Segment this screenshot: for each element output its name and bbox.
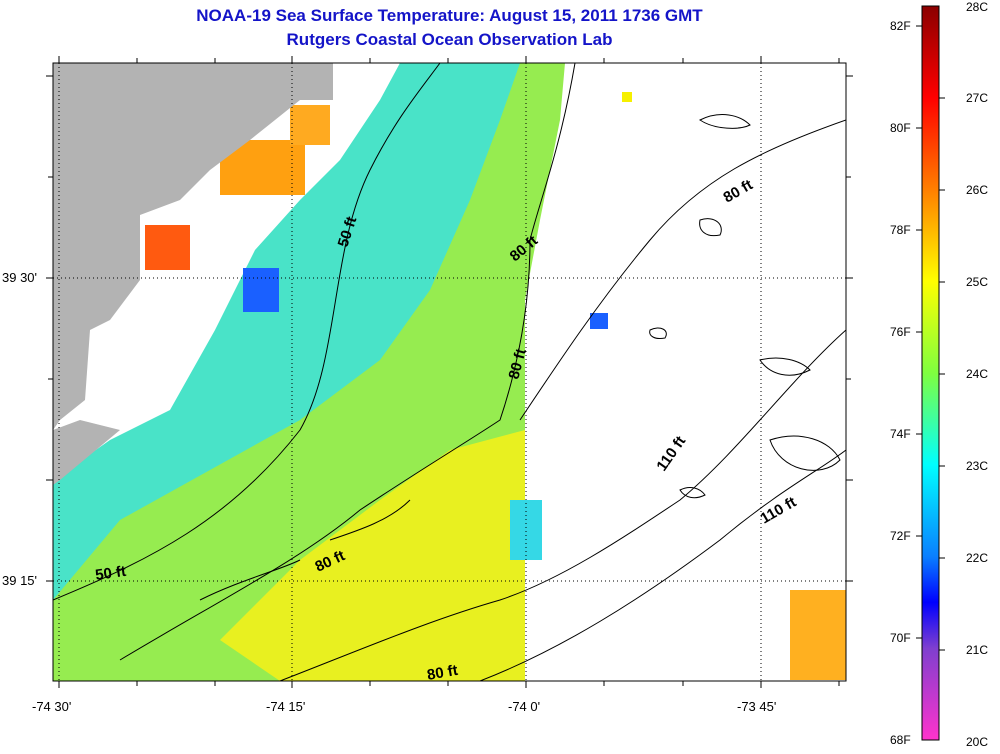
lon-tick-label: -73 45'	[737, 699, 777, 714]
lon-tick-label: -74 30'	[32, 699, 72, 714]
sst-field-yellow	[220, 430, 525, 681]
colorbar-label-c: 22C	[966, 551, 989, 565]
land-barrier	[53, 420, 120, 485]
sst-speck	[622, 92, 632, 102]
colorbar-frame	[921, 5, 940, 741]
depth-contours	[53, 63, 846, 681]
map-title: NOAA-19 Sea Surface Temperature: August …	[196, 6, 703, 25]
colorbar-label-f: 80F	[890, 121, 911, 135]
colorbar-fill	[922, 6, 939, 740]
contour-label: 50 ft	[94, 563, 127, 584]
colorbar-label-c: 28C	[966, 0, 989, 14]
colorbar-label-c: 25C	[966, 275, 989, 289]
colorbar-label-c: 23C	[966, 459, 989, 473]
lon-tick-label: -74 15'	[266, 699, 306, 714]
land-new-jersey	[53, 63, 333, 430]
map-subtitle: Rutgers Coastal Ocean Observation Lab	[286, 30, 613, 49]
colorbar-label-f: 82F	[890, 19, 911, 33]
colorbar-label-f: 70F	[890, 631, 911, 645]
sst-cold-patch	[243, 268, 279, 312]
sst-warm-patch-se	[790, 590, 846, 680]
colorbar-label-c: 24C	[966, 367, 989, 381]
colorbar-label-f: 78F	[890, 223, 911, 237]
sst-cold-patch-offshore	[590, 313, 608, 329]
graticule	[53, 63, 846, 681]
contour-label: 80 ft	[426, 662, 459, 684]
lon-tick-label: -74 0'	[508, 699, 541, 714]
sst-field-cyan	[53, 63, 525, 620]
lat-tick-label: 39 15'	[2, 573, 38, 588]
map-frame	[52, 62, 847, 682]
lat-tick-label: 39 30'	[2, 270, 38, 285]
colorbar-label-f: 72F	[890, 529, 911, 543]
colorbar-label-c: 27C	[966, 91, 989, 105]
colorbar-label-f: 76F	[890, 325, 911, 339]
colorbar-label-f: 68F	[890, 733, 911, 747]
colorbar-label-c: 21C	[966, 643, 989, 657]
colorbar-label-c: 20C	[966, 735, 989, 749]
colorbar-label-f: 74F	[890, 427, 911, 441]
colorbar-label-c: 26C	[966, 183, 989, 197]
tick-marks	[46, 56, 853, 688]
sst-warm-patch-1	[145, 225, 190, 270]
colorbar-ticks	[916, 25, 945, 651]
sst-warm-patch-3	[290, 105, 330, 145]
sst-cool-patch	[510, 500, 542, 560]
